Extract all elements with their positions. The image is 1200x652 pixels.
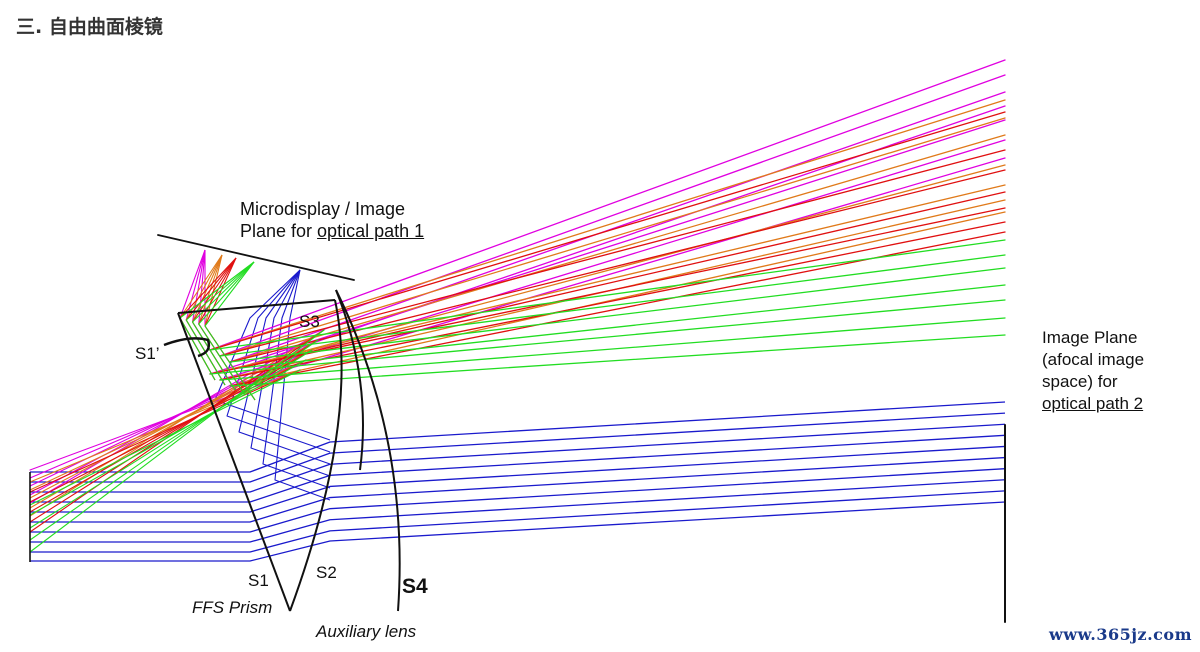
prism-surface-s2 xyxy=(289,299,343,612)
output-ray xyxy=(219,117,1006,357)
watermark-text: www.365jz.com xyxy=(1049,625,1192,644)
source-fan-ray xyxy=(204,261,256,401)
blue-fan-ray xyxy=(250,269,331,477)
s1-prime-arrow xyxy=(163,337,211,358)
output-ray xyxy=(229,267,1006,363)
output-ray xyxy=(229,211,1006,387)
output-ray xyxy=(219,254,1006,357)
output-ray xyxy=(209,207,1006,375)
output-ray xyxy=(229,91,1006,363)
ffs-prism-label: FFS Prism xyxy=(192,598,273,617)
output-ray xyxy=(219,74,1006,357)
blue-ray xyxy=(30,490,1006,553)
source-fan-ray xyxy=(185,261,255,386)
blue-ray xyxy=(30,468,1006,533)
auxiliary-lens-label: Auxiliary lens xyxy=(316,622,417,641)
blue-ray xyxy=(30,434,1006,503)
output-ray xyxy=(219,149,1006,357)
output-ray xyxy=(239,191,1006,369)
surface-label-s3: S3 xyxy=(299,312,320,331)
microdisplay-label-line1: Microdisplay / Image xyxy=(240,199,406,219)
microdisplay-plane xyxy=(157,234,355,281)
blue-ray xyxy=(30,456,1006,523)
source-fan-ray xyxy=(191,261,255,391)
entrance-ray xyxy=(29,369,301,506)
optical-path-1-link: optical path 1 xyxy=(317,221,425,241)
image-plane-label-line4: optical path 2 xyxy=(1042,393,1144,415)
microdisplay-label-line2: Plane for optical path 1 xyxy=(240,220,424,242)
entrance-ray xyxy=(29,359,307,503)
surface-label-s1-prime: S1’ xyxy=(135,344,160,363)
blue-ray xyxy=(30,401,1006,473)
optical-path-2-link: optical path 2 xyxy=(1042,394,1144,413)
blue-ray xyxy=(30,479,1006,543)
blue-ray xyxy=(30,501,1006,562)
source-fan-ray xyxy=(179,261,255,381)
entrance-ray xyxy=(29,339,319,541)
output-ray xyxy=(229,134,1006,363)
output-ray xyxy=(209,184,1006,375)
output-ray xyxy=(219,221,1006,381)
auxiliary-lens-s4 xyxy=(335,289,401,612)
blue-fan-ray xyxy=(274,269,331,501)
output-ray xyxy=(239,284,1006,369)
entrance-ray xyxy=(29,349,313,499)
optical-element-outlines xyxy=(29,234,1006,623)
blue-ray xyxy=(30,445,1006,513)
entrance-ray xyxy=(29,359,307,516)
blue-ray xyxy=(30,412,1006,483)
auxiliary-lens-inner xyxy=(335,289,364,471)
surface-label-s1: S1 xyxy=(248,571,269,590)
entrance-ray xyxy=(29,349,313,487)
output-ray xyxy=(219,317,1006,381)
light-rays xyxy=(29,59,1006,562)
image-plane-label-line1: Image Plane xyxy=(1042,328,1138,347)
entrance-ray xyxy=(29,329,325,553)
output-ray xyxy=(239,164,1006,369)
blue-fan-ray xyxy=(214,269,331,441)
entrance-ray xyxy=(29,349,313,529)
microdisplay-label: Microdisplay / Image Plane for optical p… xyxy=(240,198,424,242)
prism-surface-s1 xyxy=(177,312,291,612)
prism-surface-s3 xyxy=(177,299,336,314)
surface-label-s2: S2 xyxy=(316,563,337,582)
surface-label-s4: S4 xyxy=(402,575,428,598)
image-plane-label: Image Plane (afocal image space) for opt… xyxy=(1042,327,1144,415)
image-plane-label-line2: (afocal image xyxy=(1042,350,1145,369)
entrance-ray xyxy=(29,369,301,493)
source-fan-ray xyxy=(198,261,255,396)
output-ray xyxy=(209,239,1006,351)
output-ray xyxy=(209,119,1006,375)
blue-fan-ray xyxy=(262,269,331,489)
blue-ray xyxy=(30,423,1006,493)
entrance-ray xyxy=(29,339,319,496)
microdisplay-label-prefix: Plane for xyxy=(240,221,318,241)
output-ray xyxy=(229,157,1006,387)
image-plane-label-line3: space) for xyxy=(1042,372,1118,391)
section-heading: 三. 自由曲面棱镜 xyxy=(16,16,163,38)
